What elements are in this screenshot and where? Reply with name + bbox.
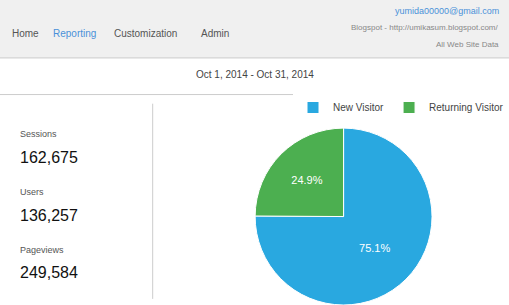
svg-text:75.1%: 75.1% xyxy=(359,242,390,254)
svg-text:Oct 1, 2014 - Oct 31, 2014: Oct 1, 2014 - Oct 31, 2014 xyxy=(196,69,314,80)
svg-text:yumida00000@gmail.com: yumida00000@gmail.com xyxy=(395,6,499,16)
svg-text:249,584: 249,584 xyxy=(20,264,78,281)
svg-text:New Visitor: New Visitor xyxy=(333,102,384,113)
svg-text:All Web Site Data: All Web Site Data xyxy=(436,40,499,49)
svg-text:Blogspot - http://umikasum.blo: Blogspot - http://umikasum.blogspot.com/ xyxy=(351,23,499,32)
svg-text:Home: Home xyxy=(12,28,39,39)
svg-text:Users: Users xyxy=(20,187,44,197)
svg-text:136,257: 136,257 xyxy=(20,207,78,224)
svg-text:24.9%: 24.9% xyxy=(291,174,322,186)
svg-text:Pageviews: Pageviews xyxy=(20,245,64,255)
svg-text:Customization: Customization xyxy=(114,28,177,39)
svg-text:Admin: Admin xyxy=(201,28,229,39)
svg-text:Reporting: Reporting xyxy=(53,28,96,39)
svg-text:162,675: 162,675 xyxy=(20,149,78,166)
svg-text:Returning Visitor: Returning Visitor xyxy=(429,102,503,113)
svg-text:Sessions: Sessions xyxy=(20,129,57,139)
